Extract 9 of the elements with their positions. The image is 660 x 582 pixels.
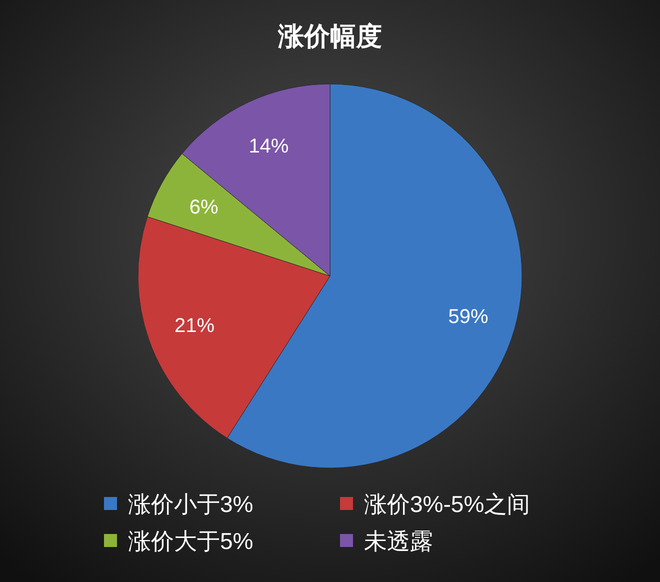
legend-label: 涨价大于5% [128,528,254,554]
slice-label: 涨价小于3% [128,491,254,518]
legend-label: 未透露 [364,528,433,554]
data-label: 6% [189,196,218,219]
legend-label: 涨价3%-5%之间 [364,491,530,518]
chart-title: 涨价幅度 [277,21,382,51]
data-label: 14% [248,136,289,158]
data-label: 21% [174,314,215,337]
data-label: 59% [448,306,489,328]
